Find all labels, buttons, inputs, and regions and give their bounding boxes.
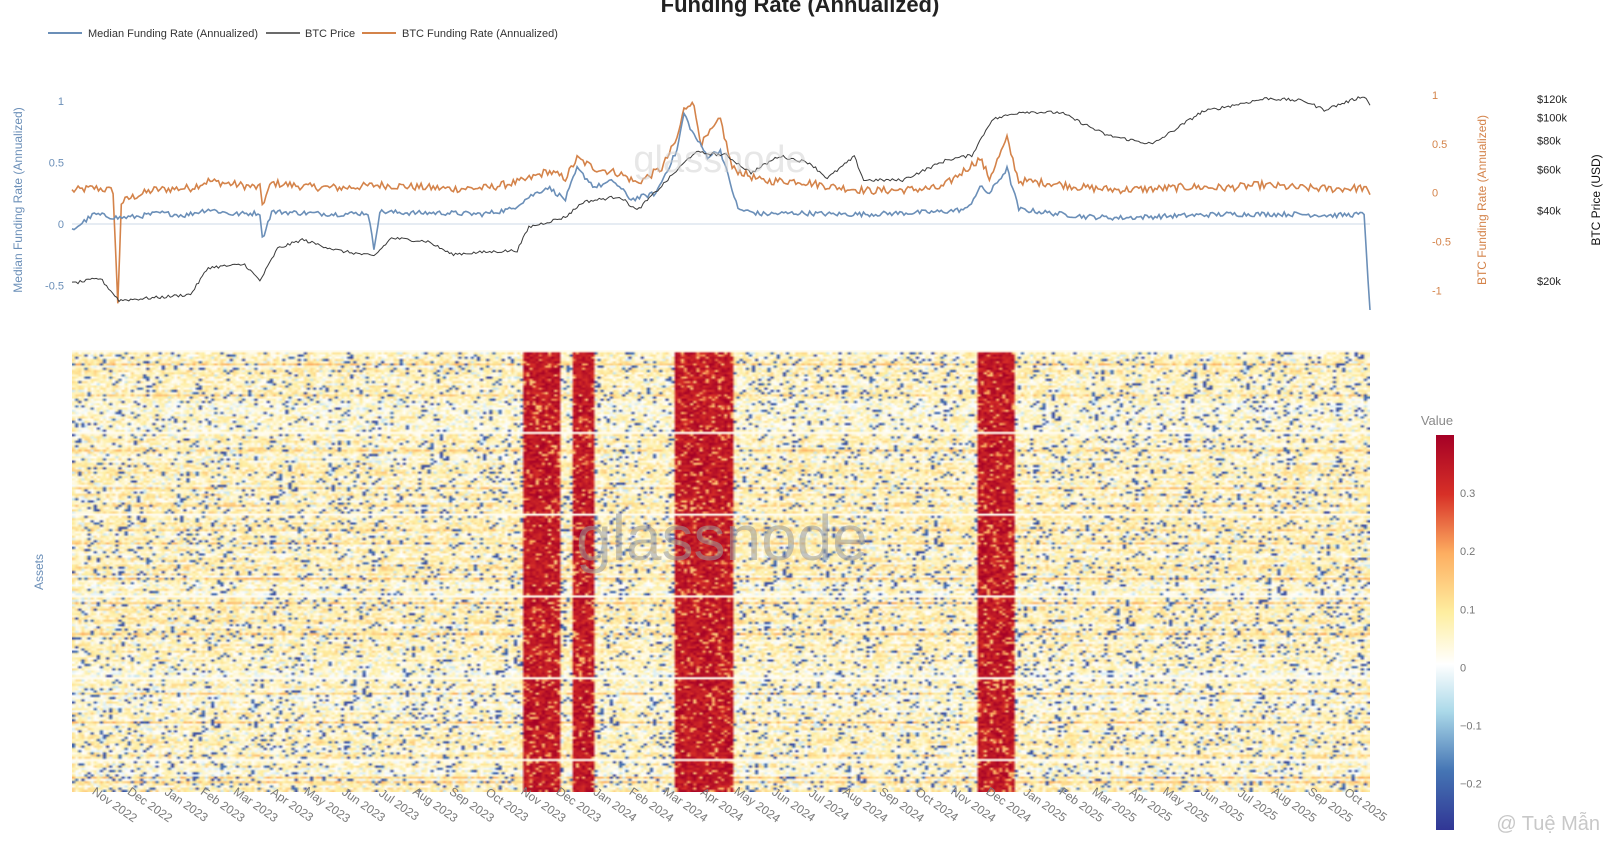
- y-right-price-tick-label: $20k: [1537, 276, 1561, 288]
- heatmap-y-label: Assets: [32, 554, 46, 590]
- y-right-funding-tick-label: -0.5: [1432, 237, 1451, 249]
- line-plot-area: 1 0.5 0 -0.5 1 0.5 0 -0.5 -1 $120k $100k $80k $60k $4…: [11, 90, 1603, 311]
- series-btc-funding-line: [71, 100, 1371, 304]
- colorbar-tick-label: 0: [1460, 662, 1466, 674]
- y-left-tick-label: 0: [58, 219, 64, 231]
- colorbar-tick-label: −0.1: [1460, 720, 1482, 732]
- colorbar-title: Value: [1421, 413, 1453, 428]
- y-right-price-tick-label: $80k: [1537, 135, 1561, 147]
- watermark-top: glassnode: [633, 139, 806, 181]
- y-right-funding-tick-label: 0: [1432, 188, 1438, 200]
- legend-label-btc-price: BTC Price: [305, 28, 355, 40]
- y-right-price-tick-label: $100k: [1537, 113, 1567, 125]
- y-left-tick-label: 0.5: [49, 158, 64, 170]
- watermark-heatmap: glassnode: [576, 502, 868, 574]
- colorbar-gradient: [1436, 435, 1454, 830]
- legend-label-median: Median Funding Rate (Annualized): [88, 28, 258, 40]
- credit-text: @ Tuệ Mẫn: [1496, 812, 1600, 835]
- y-left-tick-label: 1: [58, 96, 64, 108]
- y-left-tick-label: -0.5: [45, 280, 64, 292]
- heatmap: [72, 350, 1370, 792]
- y-left-axis-title: Median Funding Rate (Annualized): [11, 107, 25, 292]
- colorbar-tick-label: 0.3: [1460, 488, 1475, 500]
- legend-label-btc-funding: BTC Funding Rate (Annualized): [402, 28, 558, 40]
- chart-title: Funding Rate (Annualized): [661, 0, 940, 17]
- colorbar-tick-label: −0.2: [1460, 779, 1482, 791]
- series-btc-price-line: [71, 96, 1371, 303]
- y-right-price-tick-label: $60k: [1537, 164, 1561, 176]
- legend-item-btc-funding[interactable]: BTC Funding Rate (Annualized): [362, 28, 558, 40]
- y-right-funding-axis-title: BTC Funding Rate (Annualized): [1475, 115, 1489, 285]
- y-right-price-tick-label: $120k: [1537, 94, 1567, 106]
- colorbar-tick-label: 0.1: [1460, 604, 1475, 616]
- y-right-funding-tick-label: 0.5: [1432, 139, 1447, 151]
- heatmap-image: [72, 350, 1370, 792]
- colorbar-tick-label: 0.2: [1460, 546, 1475, 558]
- y-right-price-axis-title: BTC Price (USD): [1589, 154, 1603, 245]
- y-right-funding-tick-label: -1: [1432, 285, 1442, 297]
- legend: Median Funding Rate (Annualized) BTC Pri…: [48, 28, 558, 40]
- colorbar: 0.3 0.2 0.1 0 −0.1 −0.2: [1436, 435, 1482, 830]
- y-right-price-tick-label: $40k: [1537, 206, 1561, 218]
- y-right-funding-tick-label: 1: [1432, 90, 1438, 102]
- legend-item-median[interactable]: Median Funding Rate (Annualized): [48, 28, 258, 40]
- legend-item-btc-price[interactable]: BTC Price: [266, 28, 355, 40]
- series-median-funding-line: [71, 111, 1371, 311]
